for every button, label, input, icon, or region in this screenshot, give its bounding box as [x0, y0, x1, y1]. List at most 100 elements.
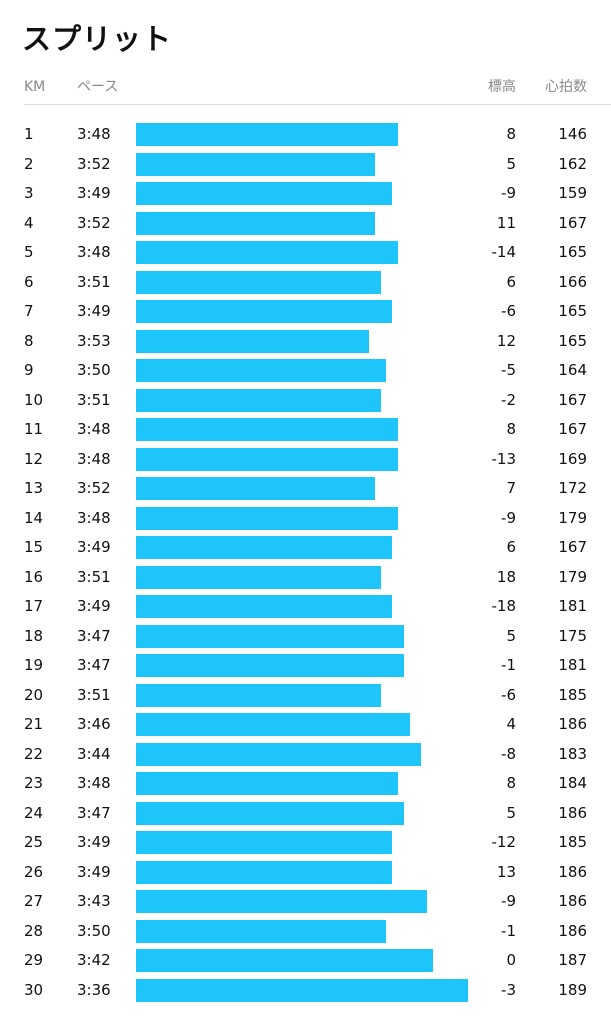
split-heart-rate: 164 [558, 361, 587, 379]
split-elevation: -6 [501, 685, 516, 704]
pace-bar [136, 801, 404, 825]
pace-bar [136, 211, 375, 235]
split-pace: 3:49 [77, 538, 111, 556]
split-row: 27 3:43 -9 186 [0, 887, 611, 917]
split-elevation: 0 [506, 951, 516, 969]
pace-bar [136, 447, 398, 471]
split-km: 11 [24, 420, 44, 438]
split-elevation: -6 [501, 302, 516, 320]
split-pace: 3:52 [77, 213, 111, 232]
split-row: 6 3:51 6 166 [0, 268, 611, 298]
split-row: 7 3:49 -6 165 [0, 297, 611, 327]
split-row: 1 3:48 8 146 [0, 120, 611, 150]
pace-bar [136, 654, 404, 677]
pace-bar [136, 241, 398, 264]
split-elevation: 4 [506, 715, 516, 733]
split-pace: 3:51 [77, 567, 111, 586]
split-elevation: 5 [506, 803, 516, 822]
split-heart-rate: 165 [558, 331, 587, 350]
split-row: 28 3:50 -1 186 [0, 917, 611, 947]
split-row: 4 3:52 11 167 [0, 209, 611, 239]
pace-bar [136, 388, 381, 412]
split-row: 18 3:47 5 175 [0, 622, 611, 652]
split-heart-rate: 187 [558, 951, 587, 969]
split-pace: 3:51 [77, 685, 111, 704]
split-km: 8 [24, 331, 34, 350]
header-divider [24, 104, 611, 105]
split-pace: 3:49 [77, 184, 111, 202]
split-row: 3 3:49 -9 159 [0, 179, 611, 209]
split-elevation: -18 [491, 597, 517, 615]
split-pace: 3:48 [77, 508, 111, 527]
split-heart-rate: 186 [558, 921, 587, 940]
split-heart-rate: 165 [558, 302, 587, 320]
split-pace: 3:47 [77, 803, 111, 822]
split-row: 21 3:46 4 186 [0, 710, 611, 740]
header-heart-rate: 心拍数 [545, 79, 587, 95]
splits-header: KM ペース 標高 心拍数 [0, 76, 611, 98]
split-heart-rate: 186 [558, 892, 587, 910]
header-km: KM [24, 79, 46, 95]
split-elevation: -9 [501, 184, 516, 202]
split-km: 20 [24, 685, 44, 704]
split-km: 4 [24, 213, 34, 232]
split-elevation: -14 [491, 243, 517, 261]
split-row: 5 3:48 -14 165 [0, 238, 611, 268]
split-row: 17 3:49 -18 181 [0, 592, 611, 622]
split-elevation: 18 [496, 567, 516, 586]
split-elevation: 5 [506, 626, 516, 645]
split-elevation: -12 [491, 833, 517, 851]
pace-bar [136, 300, 393, 323]
split-km: 24 [24, 803, 44, 822]
split-heart-rate: 179 [558, 508, 587, 527]
split-row: 15 3:49 6 167 [0, 533, 611, 563]
split-elevation: -13 [491, 449, 517, 468]
split-row: 14 3:48 -9 179 [0, 504, 611, 534]
split-elevation: 12 [496, 331, 516, 350]
split-heart-rate: 166 [558, 272, 587, 291]
split-pace: 3:48 [77, 449, 111, 468]
split-km: 14 [24, 508, 44, 527]
split-km: 7 [24, 302, 34, 320]
pace-bar [136, 890, 427, 913]
split-km: 28 [24, 921, 44, 940]
split-pace: 3:46 [77, 715, 111, 733]
split-pace: 3:53 [77, 331, 111, 350]
split-elevation: -8 [501, 744, 516, 763]
split-elevation: -3 [501, 980, 516, 999]
split-elevation: -9 [501, 892, 516, 910]
split-row: 19 3:47 -1 181 [0, 651, 611, 681]
pace-bar [136, 713, 410, 736]
split-km: 2 [24, 154, 34, 173]
header-elevation: 標高 [488, 79, 516, 95]
split-heart-rate: 185 [558, 685, 587, 704]
split-km: 15 [24, 538, 44, 556]
pace-bar [136, 565, 381, 589]
split-elevation: -1 [501, 921, 516, 940]
split-heart-rate: 186 [558, 715, 587, 733]
pace-bar [136, 418, 398, 441]
split-km: 16 [24, 567, 44, 586]
split-elevation: 11 [496, 213, 516, 232]
split-km: 3 [24, 184, 34, 202]
split-pace: 3:48 [77, 420, 111, 438]
split-pace: 3:44 [77, 744, 111, 763]
split-km: 30 [24, 980, 44, 999]
pace-bar [136, 270, 381, 294]
split-row: 16 3:51 18 179 [0, 563, 611, 593]
pace-bar [136, 860, 393, 884]
pace-bar [136, 477, 375, 500]
split-row: 24 3:47 5 186 [0, 799, 611, 829]
split-row: 22 3:44 -8 183 [0, 740, 611, 770]
split-heart-rate: 183 [558, 744, 587, 763]
split-pace: 3:52 [77, 154, 111, 173]
split-row: 11 3:48 8 167 [0, 415, 611, 445]
split-km: 26 [24, 862, 44, 881]
split-km: 1 [24, 125, 34, 143]
split-km: 12 [24, 449, 44, 468]
split-elevation: -2 [501, 390, 516, 409]
split-elevation: 13 [496, 862, 516, 881]
split-row: 13 3:52 7 172 [0, 474, 611, 504]
pace-bar [136, 683, 381, 707]
split-heart-rate: 175 [558, 626, 587, 645]
